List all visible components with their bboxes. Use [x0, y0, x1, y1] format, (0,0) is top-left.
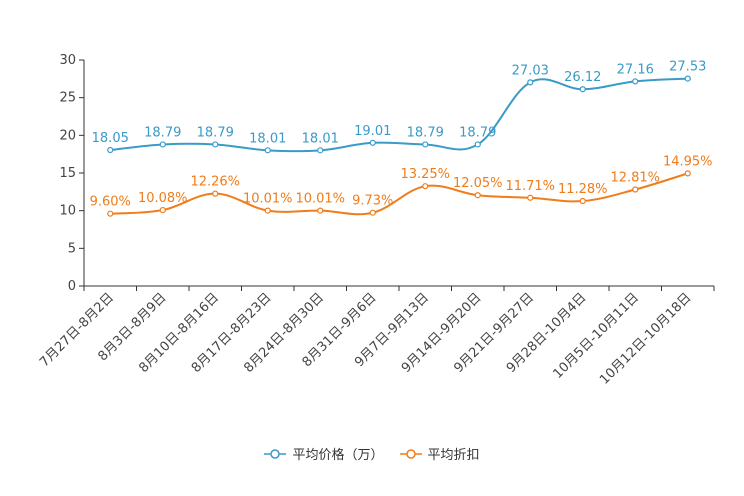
data-label: 26.12 — [564, 70, 601, 85]
data-label: 10.01% — [243, 192, 293, 207]
data-label: 18.05 — [92, 131, 129, 146]
data-label: 10.08% — [138, 191, 188, 206]
data-label: 27.03 — [512, 63, 549, 78]
series-layer: 18.05 18.79 18.79 18.01 18.01 19.01 18.79 18.79… — [90, 60, 713, 217]
x-tick-label: 10月12日-10月18日 — [597, 290, 694, 387]
data-label: 13.25% — [400, 167, 450, 182]
data-point — [107, 146, 114, 154]
data-label: 18.79 — [144, 125, 181, 140]
data-label: 27.16 — [617, 62, 654, 77]
y-tick-label: 0 — [68, 279, 76, 294]
data-point — [684, 75, 691, 82]
data-point — [212, 141, 219, 148]
series-line-discount — [110, 172, 689, 216]
data-point — [264, 147, 271, 154]
data-label: 14.95% — [663, 154, 713, 169]
y-tick-label: 25 — [59, 91, 76, 106]
data-label: 18.79 — [459, 125, 496, 140]
axes: 0510152025307月27日-8月2日8月3日-8月9日8月10日-8月1… — [37, 53, 715, 388]
data-point — [474, 192, 481, 199]
data-point — [527, 194, 534, 201]
data-label: 12.26% — [190, 175, 240, 190]
legend-price-marker-icon — [264, 448, 287, 459]
data-label: 11.28% — [558, 182, 608, 197]
data-label: 19.01 — [354, 124, 391, 139]
data-label: 27.53 — [669, 60, 706, 75]
data-point — [317, 207, 324, 214]
legend-price-label: 平均价格（万） — [292, 448, 384, 463]
data-label: 12.05% — [453, 176, 503, 191]
data-point — [369, 209, 376, 216]
y-tick-label: 15 — [59, 166, 76, 181]
data-label: 9.60% — [90, 195, 131, 210]
y-tick-label: 30 — [59, 53, 76, 68]
legend: 平均价格（万） 平均折扣 — [0, 444, 744, 463]
data-label: 12.81% — [610, 170, 660, 185]
data-point — [264, 207, 271, 214]
data-point — [684, 170, 691, 177]
data-point — [212, 190, 219, 197]
y-tick-label: 20 — [59, 128, 76, 143]
data-label: 18.79 — [197, 125, 234, 140]
y-tick-label: 5 — [68, 241, 76, 256]
data-point — [317, 147, 324, 154]
data-point — [422, 141, 429, 148]
data-point — [632, 78, 639, 85]
y-tick-label: 10 — [59, 204, 76, 219]
data-label: 18.79 — [407, 125, 444, 140]
data-point — [159, 141, 166, 148]
data-point — [369, 139, 376, 146]
data-label: 18.01 — [302, 131, 339, 146]
data-point — [422, 183, 429, 190]
data-point — [107, 210, 114, 217]
legend-discount-marker-icon — [399, 448, 422, 459]
data-point — [632, 186, 639, 193]
data-point — [579, 86, 586, 93]
legend-discount-label: 平均折扣 — [427, 448, 480, 463]
data-label: 10.01% — [295, 192, 345, 207]
data-label: 9.73% — [352, 194, 393, 209]
data-point — [159, 206, 166, 214]
data-point — [527, 79, 534, 86]
data-label: 11.71% — [505, 179, 555, 194]
data-point — [579, 197, 586, 205]
data-label: 18.01 — [249, 131, 286, 146]
data-point — [474, 141, 481, 148]
legend-item-discount[interactable]: 平均折扣 — [399, 444, 480, 463]
legend-item-price[interactable]: 平均价格（万） — [264, 444, 384, 463]
